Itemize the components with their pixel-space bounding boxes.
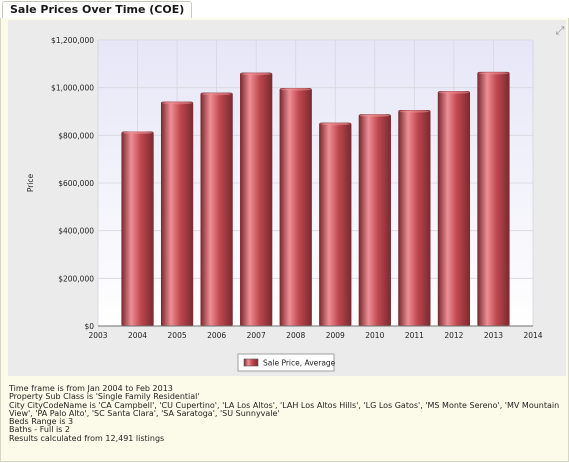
expand-icon[interactable]: ⤢	[555, 24, 565, 37]
bar-2004	[121, 131, 154, 327]
x-tick-label: 2008	[286, 331, 305, 340]
x-tick-label: 2004	[128, 331, 147, 340]
bar-2012	[437, 91, 471, 327]
y-tick-label: $800,000	[58, 131, 94, 140]
baths-text: Baths - Full is 2	[9, 425, 70, 435]
x-tick-label: 2003	[88, 331, 107, 340]
bar-2008	[279, 88, 312, 327]
bar-2013	[477, 71, 510, 327]
report-panel: $0 $200,000 $400,000 $600,000 $800,000 $1,000…	[0, 18, 569, 462]
bar-2009	[319, 122, 352, 327]
bars	[121, 71, 510, 327]
y-tick-label: $600,000	[58, 179, 94, 188]
bar-cap-2006	[201, 92, 232, 96]
bar-cap-2004	[122, 131, 153, 135]
y-tick-label: $1,000,000	[51, 84, 94, 93]
beds-range-text: Beds Range is 3	[9, 417, 74, 427]
bar-2011	[398, 110, 431, 327]
bar-cap-2010	[359, 114, 391, 117]
bar-cap-2013	[478, 71, 509, 75]
y-tick-label: $1,200,000	[51, 36, 94, 45]
property-class-text: Property Sub Class is 'Single Family Res…	[9, 392, 200, 402]
bar-2007	[240, 72, 273, 327]
bar-cap-2005	[161, 101, 193, 105]
x-tick-label: 2012	[444, 331, 463, 340]
bar-2006	[200, 92, 233, 327]
query-summary: Time frame is from Jan 2004 to Feb 2013 …	[9, 384, 561, 443]
x-tick-label: 2009	[326, 331, 345, 340]
x-tick-label: 2007	[247, 331, 266, 340]
legend: Sale Price, Average	[237, 353, 336, 372]
x-tick-label: 2014	[523, 331, 542, 340]
y-tick-label: $200,000	[58, 274, 94, 283]
legend-box	[237, 353, 335, 372]
x-tick-label: 2010	[365, 331, 384, 340]
x-tick-label: 2011	[405, 331, 424, 340]
bar-2010	[358, 114, 391, 327]
x-tick-label: 2006	[207, 331, 226, 340]
x-tick-label: 2005	[168, 331, 187, 340]
bar-cap-2012	[438, 91, 470, 94]
x-tick-labels: 2003 2004 2005 2006 2007 2008 2009 2010 2011 2012…	[88, 331, 542, 340]
bar-2005	[160, 101, 194, 327]
x-tick-label: 2013	[484, 331, 503, 340]
timeframe-text: Time frame is from Jan 2004 to Feb 2013	[9, 384, 173, 393]
y-axis-label: Price	[26, 173, 35, 192]
legend-label: Sale Price, Average	[263, 359, 336, 368]
y-tick-labels: $0 $200,000 $400,000 $600,000 $800,000 $1,000…	[51, 36, 94, 331]
y-tick-label: $400,000	[58, 227, 94, 236]
results-count-text: Results calculated from 12,491 listings	[9, 433, 165, 443]
y-tick-label: $0	[84, 322, 94, 331]
bar-cap-2007	[240, 72, 272, 76]
city-filter-text: City CityCodeName is 'CA Campbell', 'CU …	[9, 400, 560, 418]
tab-sale-prices[interactable]: Sale Prices Over Time (COE)	[2, 1, 193, 19]
tab-strip: Sale Prices Over Time (COE)	[0, 0, 569, 19]
bar-cap-2008	[280, 88, 312, 91]
legend-swatch	[243, 358, 259, 367]
bar-chart: $0 $200,000 $400,000 $600,000 $800,000 $1,000…	[26, 36, 543, 372]
chart-container: $0 $200,000 $400,000 $600,000 $800,000 $1,000…	[8, 20, 566, 376]
bar-cap-2009	[319, 122, 351, 126]
bar-cap-2011	[399, 110, 430, 113]
